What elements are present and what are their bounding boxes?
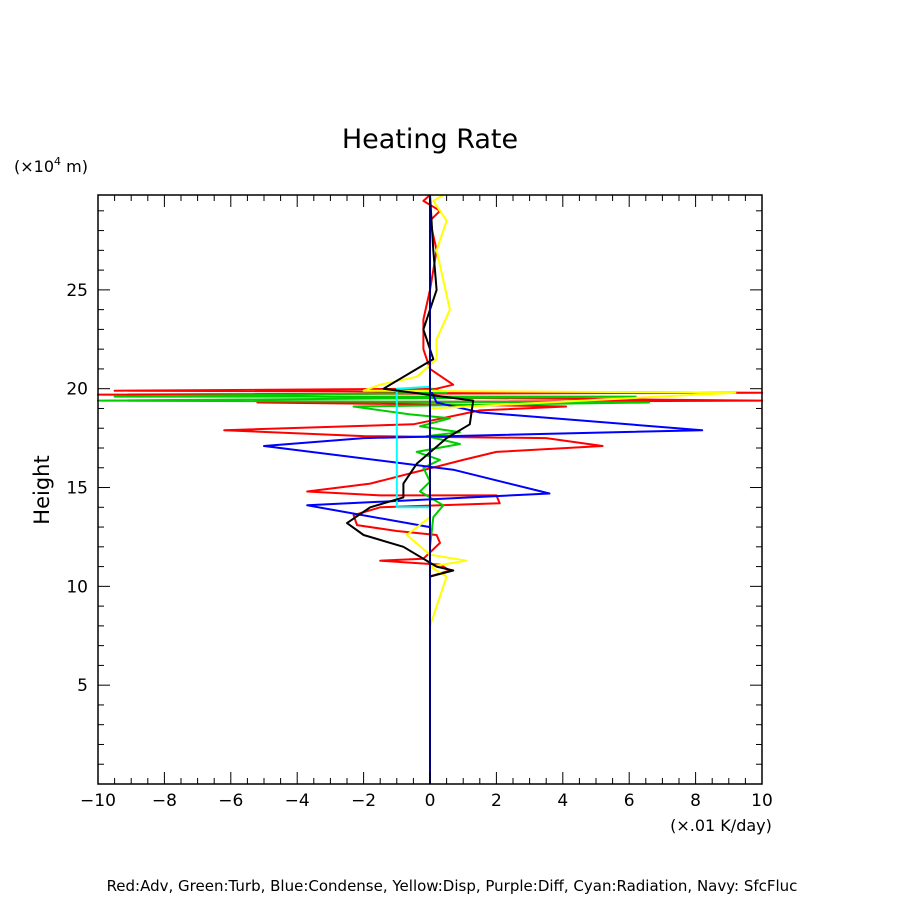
y-unit-suffix: m) — [61, 157, 88, 176]
x-tick-label: 4 — [557, 791, 568, 811]
x-tick-label: 0 — [425, 791, 436, 811]
y-tick-label: 5 — [77, 676, 88, 696]
x-tick-label: −6 — [218, 791, 243, 811]
y-unit-label: (×104 m) — [14, 155, 88, 176]
x-unit-label: (×.01 K/day) — [670, 816, 772, 835]
series-line-4 — [395, 385, 431, 509]
axes-layer: −10 −8 −6 −4 −2 0 2 4 6 8 10 5 10 15 20 25 — [66, 194, 773, 811]
y-tick-label: 15 — [66, 479, 88, 499]
x-tick-label: 10 — [751, 791, 773, 811]
x-tick-label: 2 — [491, 791, 502, 811]
legend-caption: Red:Adv, Green:Turb, Blue:Condense, Yell… — [107, 877, 798, 895]
y-unit-prefix: (×10 — [14, 157, 54, 176]
x-tick-label: −8 — [152, 791, 177, 811]
y-tick-label: 10 — [66, 577, 88, 597]
x-tick-label: 6 — [624, 791, 635, 811]
series-layer — [97, 194, 763, 784]
series-line-2 — [263, 388, 704, 784]
series-line-0 — [97, 194, 763, 784]
y-tick-label: 20 — [66, 380, 88, 400]
y-unit-exponent: 4 — [54, 155, 61, 168]
x-tick-label: −4 — [285, 791, 310, 811]
x-tick-label: −10 — [80, 791, 116, 811]
y-axis-label: Height — [30, 455, 54, 524]
series-line-5 — [346, 194, 475, 626]
series-line-3 — [362, 194, 737, 627]
x-tick-label: −2 — [351, 791, 376, 811]
y-tick-label: 25 — [66, 281, 88, 301]
x-tick-label: 8 — [690, 791, 701, 811]
chart-title: Heating Rate — [342, 124, 518, 155]
